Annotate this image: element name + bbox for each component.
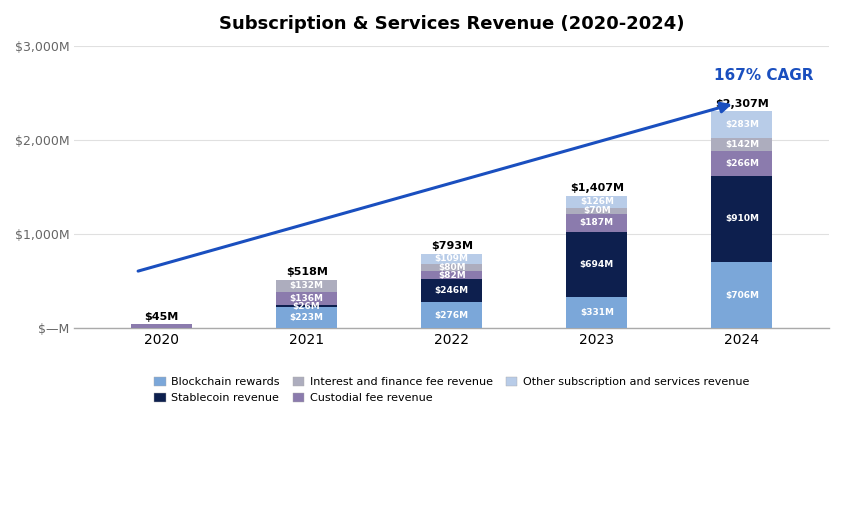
Text: $910M: $910M bbox=[725, 215, 759, 224]
Text: $126M: $126M bbox=[580, 197, 614, 206]
Bar bbox=[276, 305, 337, 308]
Text: $187M: $187M bbox=[580, 219, 614, 227]
Text: 167% CAGR: 167% CAGR bbox=[714, 68, 814, 83]
Bar bbox=[566, 208, 627, 214]
Text: $246M: $246M bbox=[435, 286, 468, 295]
Bar bbox=[421, 272, 482, 279]
Text: $2,307M: $2,307M bbox=[715, 98, 769, 109]
Bar bbox=[276, 280, 337, 292]
Bar bbox=[566, 232, 627, 297]
Text: $706M: $706M bbox=[725, 291, 759, 299]
Text: $80M: $80M bbox=[438, 263, 466, 272]
Text: $793M: $793M bbox=[430, 241, 473, 251]
Bar bbox=[566, 196, 627, 208]
Text: $142M: $142M bbox=[725, 140, 759, 149]
Bar bbox=[276, 292, 337, 305]
Bar bbox=[566, 297, 627, 328]
Bar bbox=[131, 324, 192, 328]
Text: $266M: $266M bbox=[725, 159, 759, 168]
Text: $518M: $518M bbox=[286, 267, 327, 277]
Text: $109M: $109M bbox=[435, 255, 468, 263]
Text: $694M: $694M bbox=[580, 260, 614, 269]
Bar bbox=[711, 111, 772, 138]
Text: $132M: $132M bbox=[289, 281, 323, 290]
Text: $1,407M: $1,407M bbox=[570, 183, 624, 193]
Text: $223M: $223M bbox=[289, 314, 323, 322]
Text: $276M: $276M bbox=[435, 311, 468, 320]
Bar bbox=[421, 254, 482, 264]
Bar bbox=[276, 308, 337, 328]
Text: $331M: $331M bbox=[580, 309, 614, 317]
Text: $283M: $283M bbox=[725, 120, 759, 129]
Bar bbox=[421, 264, 482, 272]
Text: $45M: $45M bbox=[144, 312, 179, 322]
Text: $26M: $26M bbox=[293, 301, 321, 311]
Text: $82M: $82M bbox=[438, 271, 466, 280]
Bar bbox=[711, 151, 772, 176]
Bar bbox=[421, 279, 482, 302]
Bar bbox=[566, 214, 627, 232]
Title: Subscription & Services Revenue (2020-2024): Subscription & Services Revenue (2020-20… bbox=[219, 15, 684, 33]
Bar bbox=[711, 262, 772, 328]
Legend: Blockchain rewards, Stablecoin revenue, Interest and finance fee revenue, Custod: Blockchain rewards, Stablecoin revenue, … bbox=[150, 372, 754, 408]
Text: $70M: $70M bbox=[583, 207, 611, 215]
Bar bbox=[711, 138, 772, 151]
Bar bbox=[421, 302, 482, 328]
Bar bbox=[711, 176, 772, 262]
Text: $136M: $136M bbox=[289, 294, 323, 303]
